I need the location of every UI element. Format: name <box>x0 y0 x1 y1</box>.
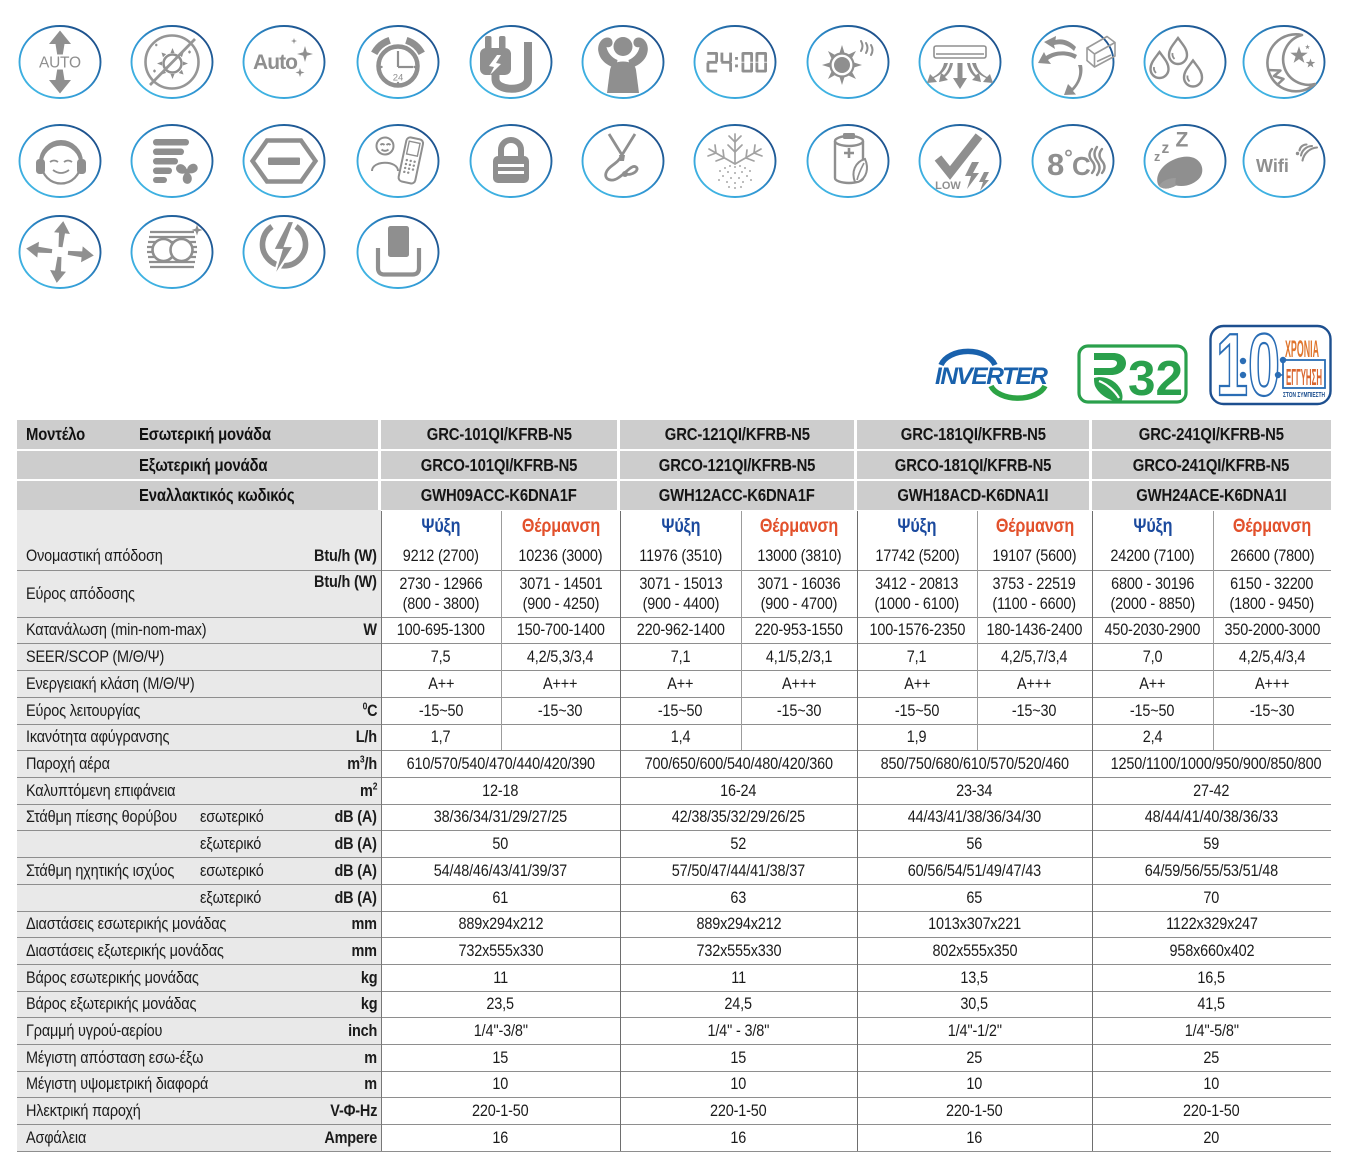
svg-text:10: 10 <box>1216 322 1280 408</box>
svg-text:AUTO: AUTO <box>39 55 81 72</box>
svg-text:24: 24 <box>393 73 404 84</box>
svg-text:z: z <box>1154 150 1160 164</box>
svg-text:8: 8 <box>1047 147 1064 182</box>
svg-text:ΕΓΓΥΗΣΗ: ΕΓΓΥΗΣΗ <box>1286 364 1322 390</box>
svg-text:z: z <box>1161 140 1169 157</box>
svg-text:ΧΡΟΝΙΑ: ΧΡΟΝΙΑ <box>1285 336 1319 363</box>
svg-text:INVERTER: INVERTER <box>935 363 1048 390</box>
svg-text:C: C <box>1072 151 1091 181</box>
svg-text:32: 32 <box>1128 352 1183 405</box>
svg-text:Auto: Auto <box>253 51 298 74</box>
svg-text:ΣΤΟΝ ΣΥΜΠΙΕΣΤΗ: ΣΤΟΝ ΣΥΜΠΙΕΣΤΗ <box>1283 392 1325 399</box>
svg-text:LOW: LOW <box>935 180 961 192</box>
svg-text:Wifi: Wifi <box>1256 156 1289 176</box>
svg-text:Z: Z <box>1175 128 1188 151</box>
